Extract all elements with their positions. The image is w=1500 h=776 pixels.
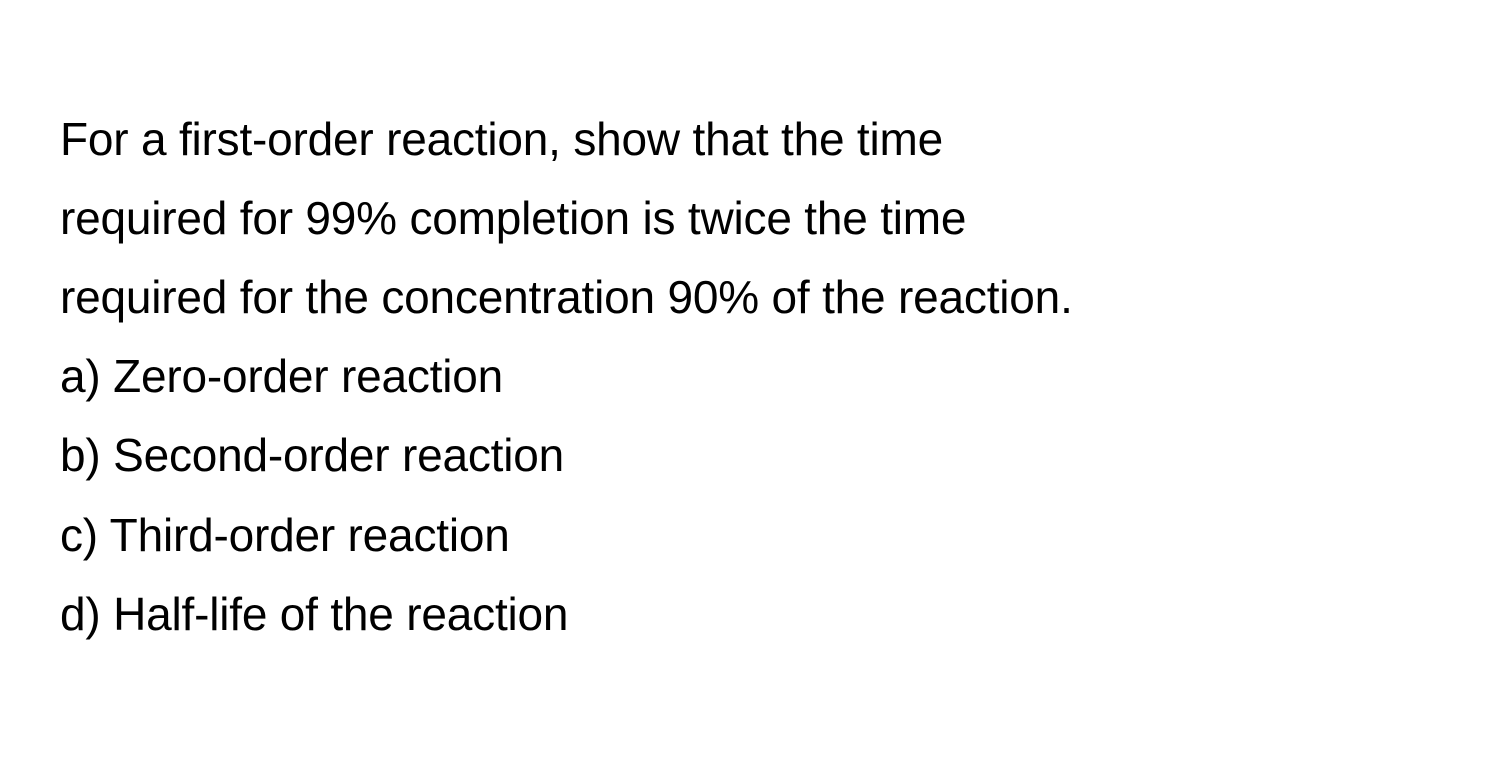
question-line-2: required for 99% completion is twice the…	[60, 179, 1440, 258]
option-d: d) Half-life of the reaction	[60, 575, 1440, 654]
question-line-1: For a first-order reaction, show that th…	[60, 100, 1440, 179]
question-page: For a first-order reaction, show that th…	[0, 0, 1500, 654]
option-c: c) Third-order reaction	[60, 496, 1440, 575]
option-a: a) Zero-order reaction	[60, 337, 1440, 416]
question-line-3: required for the concentration 90% of th…	[60, 258, 1440, 337]
option-b: b) Second-order reaction	[60, 416, 1440, 495]
